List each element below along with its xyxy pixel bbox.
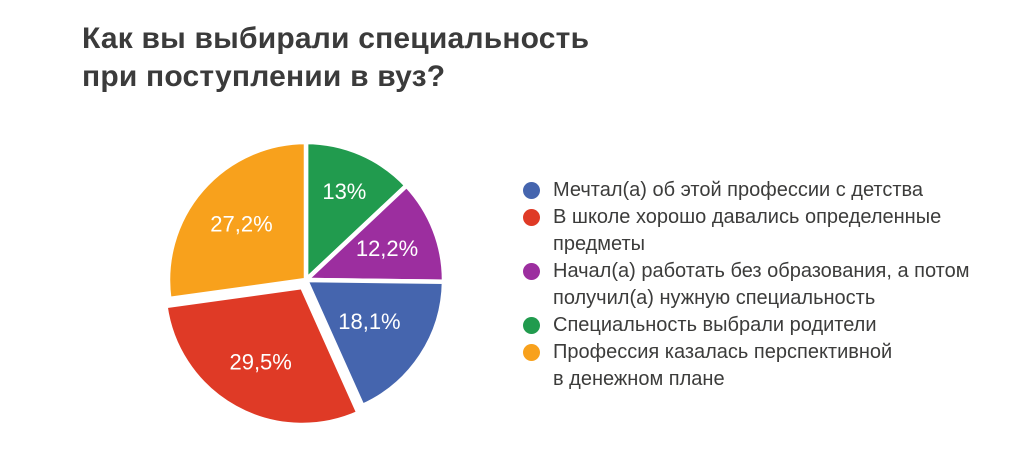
pie-slice-label-profitable-profession: 27,2% xyxy=(210,211,272,236)
legend-label: В школе хорошо давались определенные пре… xyxy=(553,206,942,255)
legend-item-good-school-subjects: В школе хорошо давались определенные пре… xyxy=(523,204,983,258)
legend-label: Мечтал(а) об этой профессии с детства xyxy=(553,179,924,201)
pie-slice-label-parents-chose: 13% xyxy=(322,179,366,204)
pie-slice-label-childhood-dream: 18,1% xyxy=(338,309,400,334)
legend-swatch-icon xyxy=(523,344,540,361)
pie-slice-profitable-profession xyxy=(165,139,309,302)
pie-slice-worked-before-education xyxy=(303,183,447,284)
legend-label: Начал(а) работать без образования, а пот… xyxy=(553,260,970,309)
pie-slice-label-good-school-subjects: 29,5% xyxy=(229,349,291,374)
legend-label: Профессия казалась перспективной в денеж… xyxy=(553,341,893,390)
pie-slice-good-school-subjects xyxy=(163,284,361,428)
pie-chart: 13% 12,2% 18,1% 29,5% 27,2% xyxy=(146,120,466,440)
legend: Мечтал(а) об этой профессии с детства В ш… xyxy=(523,177,983,393)
legend-item-worked-before-education: Начал(а) работать без образования, а пот… xyxy=(523,258,983,312)
legend-swatch-icon xyxy=(523,317,540,334)
chart-title: Как вы выбирали специальность при поступ… xyxy=(82,22,590,93)
legend-item-parents-chose: Специальность выбрали родители xyxy=(523,312,983,339)
legend-swatch-icon xyxy=(523,263,540,280)
pie-slice-label-worked-before-education: 12,2% xyxy=(356,236,418,261)
legend-swatch-icon xyxy=(523,209,540,226)
legend-item-childhood-dream: Мечтал(а) об этой профессии с детства xyxy=(523,177,983,204)
legend-label: Специальность выбрали родители xyxy=(553,314,877,336)
pie-slice-parents-chose xyxy=(303,139,409,283)
legend-item-profitable-profession: Профессия казалась перспективной в денеж… xyxy=(523,339,983,393)
pie-slice-childhood-dream xyxy=(303,277,447,409)
legend-swatch-icon xyxy=(523,182,540,199)
pie-svg: 13% 12,2% 18,1% 29,5% 27,2% xyxy=(163,139,447,428)
